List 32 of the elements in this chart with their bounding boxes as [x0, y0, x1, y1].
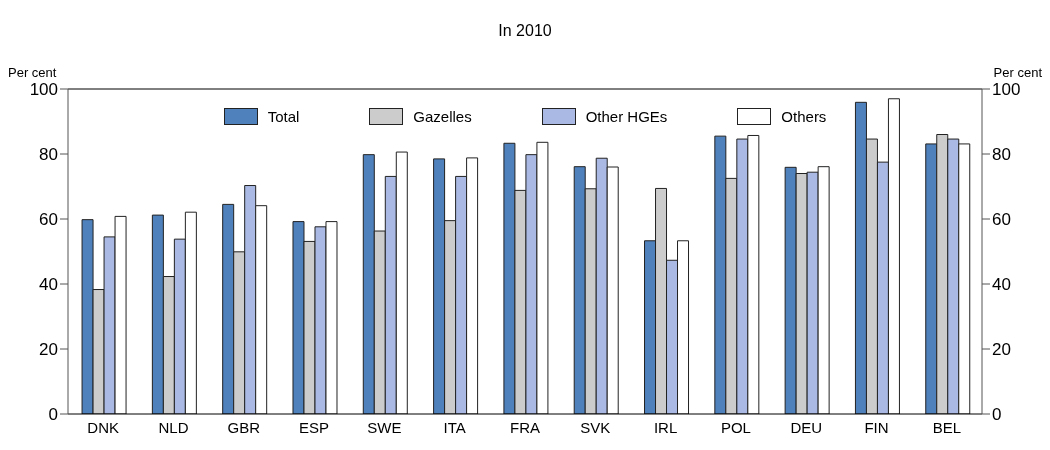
y-tick-label: 100 [29, 80, 58, 100]
legend-label: Total [267, 108, 300, 125]
y2-tick-label: 0 [992, 405, 1002, 425]
y-tick-label: 60 [39, 210, 58, 230]
x-tick-label: SVK [580, 418, 611, 436]
y2-axis-title: Per cent [993, 65, 1042, 80]
x-tick-label: ITA [443, 418, 466, 436]
y2-tick-label: 20 [992, 340, 1011, 360]
y-tick-label: 80 [39, 145, 58, 165]
legend-label: Others [781, 108, 827, 125]
x-tick-label: FRA [510, 418, 540, 436]
y-tick-label: 0 [48, 405, 58, 425]
x-tick-label: IRL [653, 418, 678, 436]
y-axis-title: Per cent [8, 65, 57, 80]
chart-title: In 2010 [497, 22, 553, 40]
x-tick-label: GBR [227, 418, 261, 436]
legend-label: Other HGEs [585, 108, 668, 125]
y2-tick-label: 100 [992, 80, 1021, 100]
x-tick-label: POL [720, 418, 751, 436]
x-tick-label: SWE [367, 418, 402, 436]
x-tick-label: ESP [299, 418, 330, 436]
y2-tick-label: 40 [992, 275, 1011, 295]
x-tick-label: BEL [932, 418, 962, 436]
y2-tick-label: 60 [992, 210, 1011, 230]
y-tick-label: 40 [39, 275, 58, 295]
legend-label: Gazelles [413, 108, 472, 125]
y-tick-label: 20 [39, 340, 58, 360]
x-tick-label: NLD [158, 418, 189, 436]
x-tick-label: DNK [87, 418, 119, 436]
y2-tick-label: 80 [992, 145, 1011, 165]
x-tick-label: DEU [790, 418, 823, 436]
x-tick-label: FIN [864, 418, 889, 436]
